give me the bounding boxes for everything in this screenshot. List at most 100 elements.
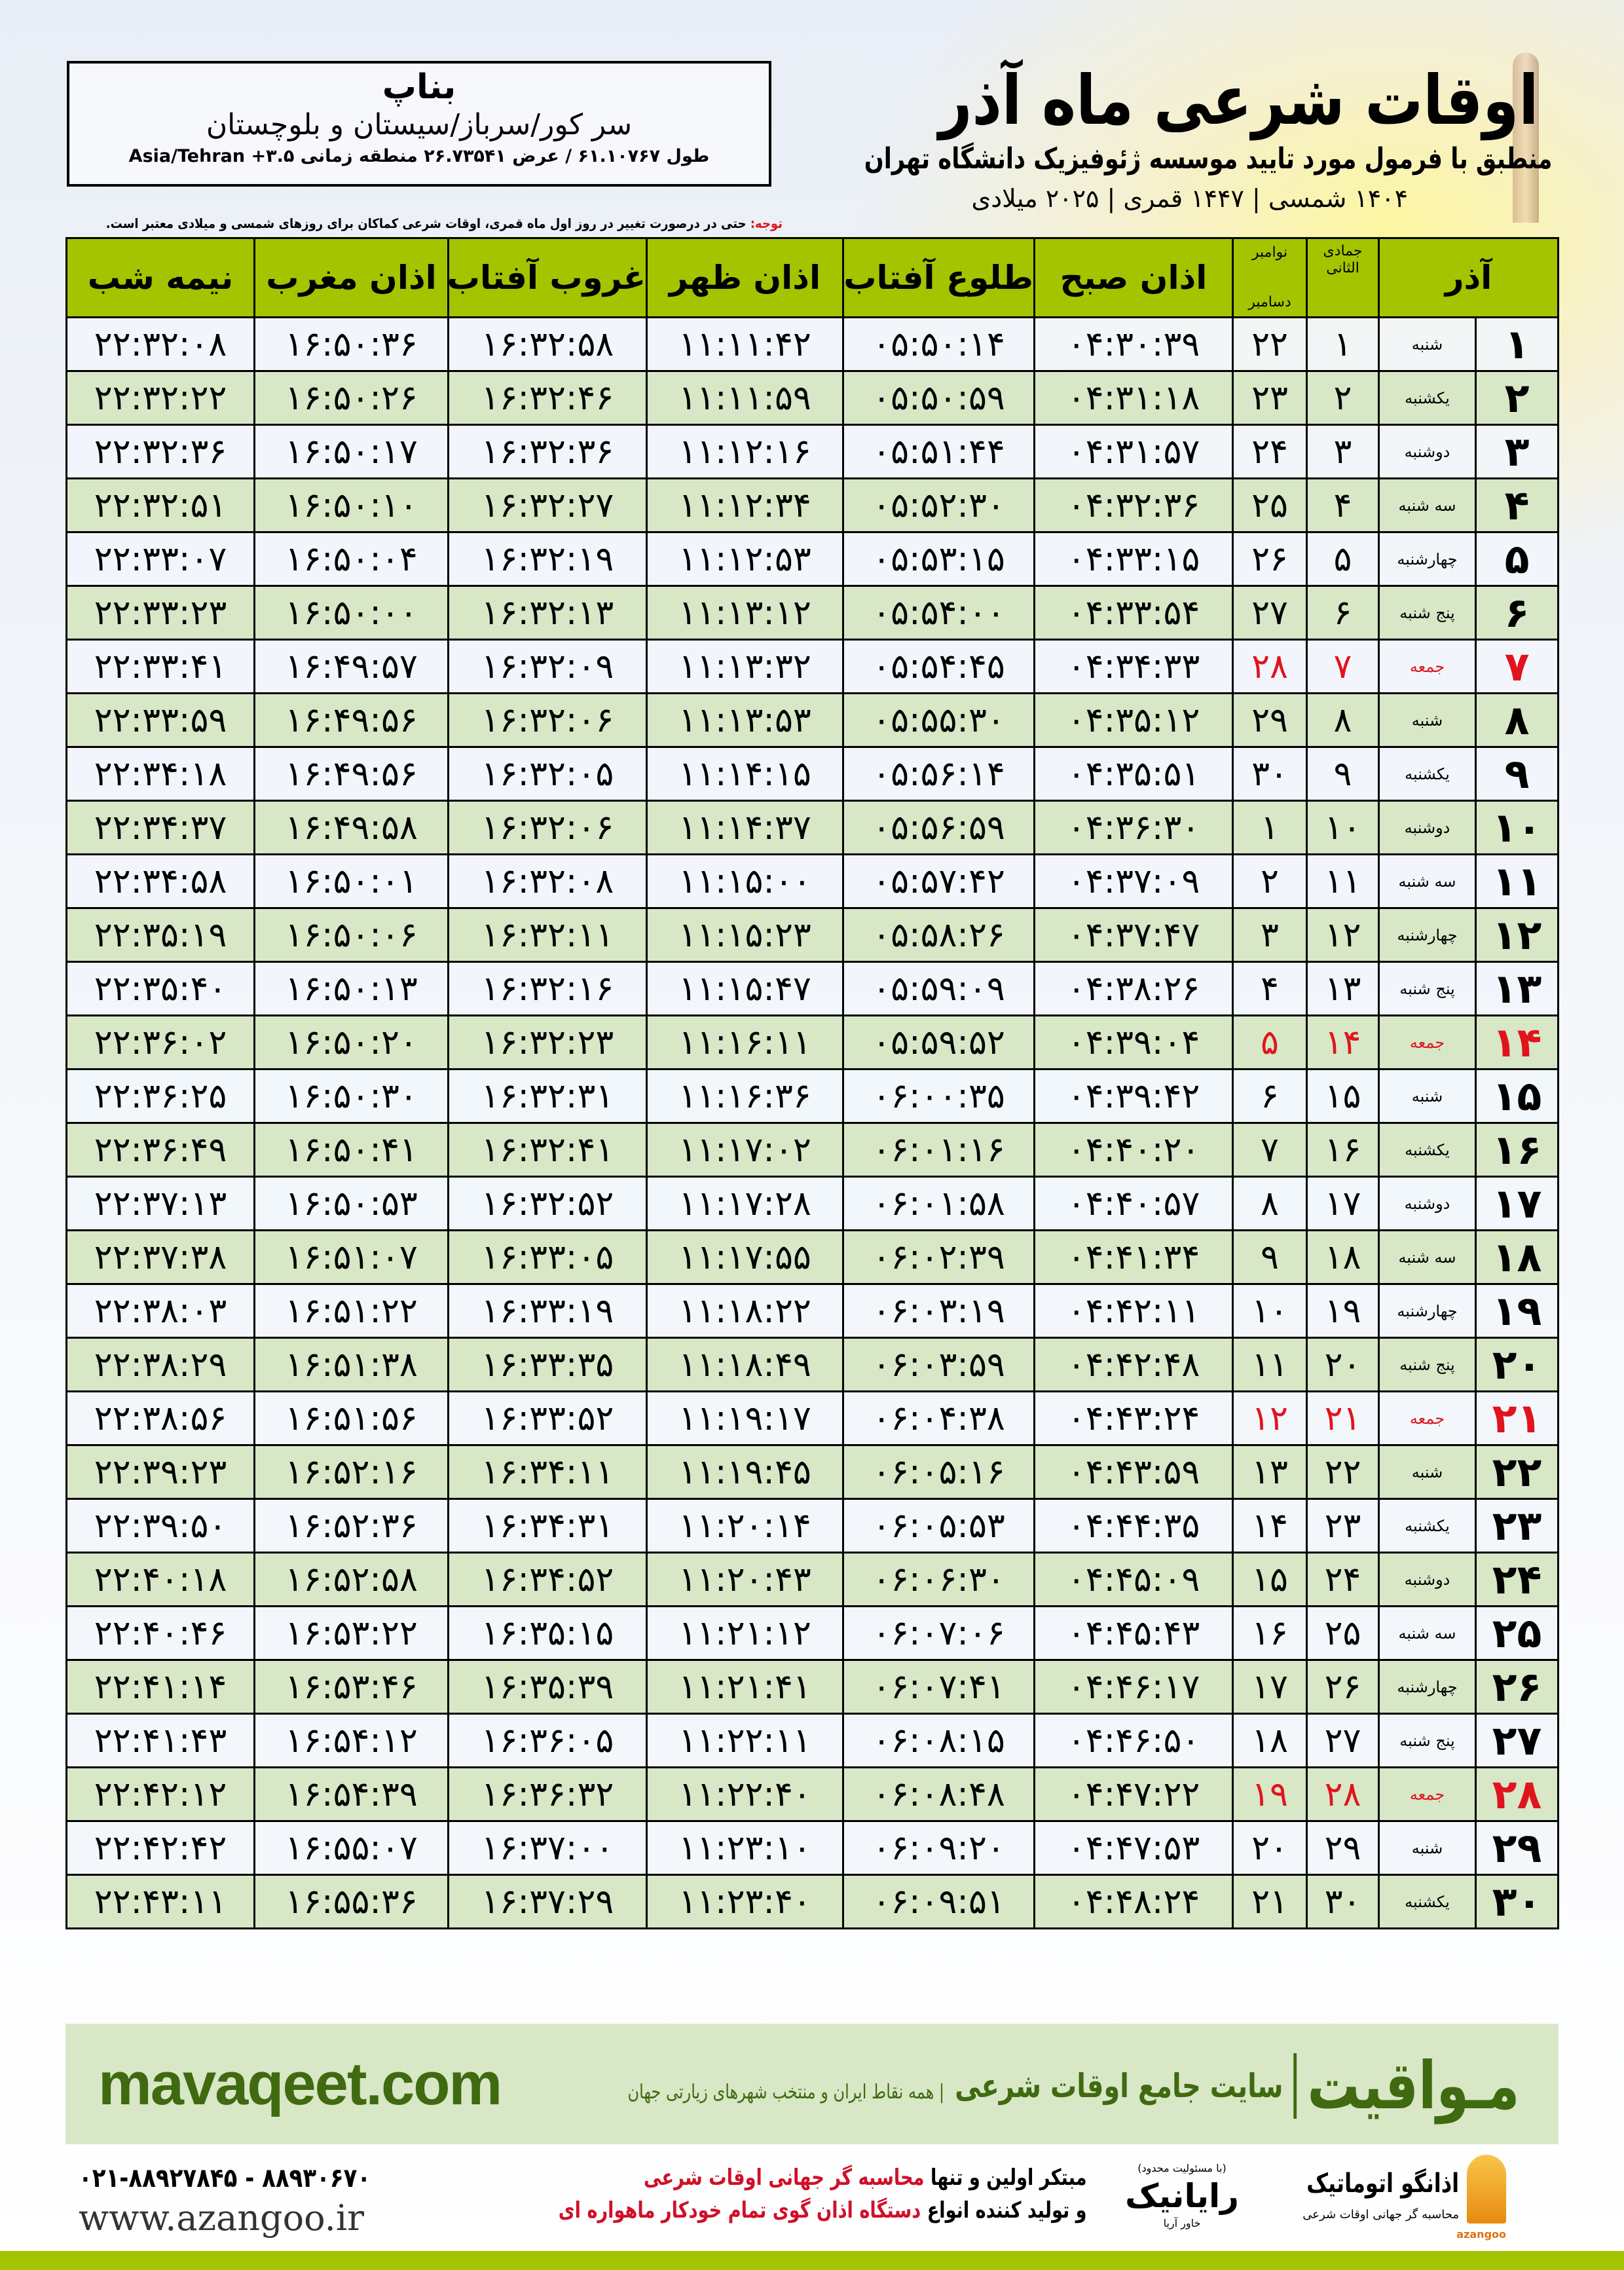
- table-row: ۵ چهارشنبه ۵ ۲۶ ۰۴:۳۳:۱۵ ۰۵:۵۳:۱۵ ۱۱:۱۲:۵۳ ۱۶:۳…: [65, 531, 1559, 587]
- row-sunrise: ۰۶:۰۴:۳۸: [842, 1390, 1035, 1446]
- row-maghrib: ۱۶:۵۰:۰۰: [253, 585, 449, 641]
- row-midnight: ۲۲:۳۸:۲۹: [65, 1337, 255, 1392]
- table-row: ۲۷ پنج شنبه ۲۷ ۱۸ ۰۴:۴۶:۵۰ ۰۶:۰۸:۱۵ ۱۱:۲۲:۱۱ ۱۶…: [65, 1713, 1559, 1768]
- row-maghrib: ۱۶:۵۰:۰۱: [253, 853, 449, 909]
- row-sunrise: ۰۵:۵۶:۱۴: [842, 746, 1035, 802]
- table-row: ۱۳ پنج شنبه ۱۳ ۴ ۰۴:۳۸:۲۶ ۰۵:۵۹:۰۹ ۱۱:۱۵:۴۷ ۱۶:…: [65, 961, 1559, 1016]
- row-midnight: ۲۲:۳۴:۳۷: [65, 800, 255, 855]
- raynik-top: (با مسئولیت محدود): [1137, 2162, 1227, 2174]
- row-sunrise: ۰۶:۰۲:۳۹: [842, 1229, 1035, 1285]
- row-maghrib: ۱۶:۴۹:۵۷: [253, 639, 449, 694]
- table-row: ۲۳ یکشنبه ۲۳ ۱۴ ۰۴:۴۴:۳۵ ۰۶:۰۵:۵۳ ۱۱:۲۰:۱۴ ۱۶:۳…: [65, 1498, 1559, 1554]
- row-weekday: سه شنبه: [1378, 853, 1477, 909]
- row-hijri: ۱۴: [1306, 1014, 1380, 1070]
- row-weekday: پنج شنبه: [1378, 961, 1477, 1016]
- row-hijri: ۲۰: [1306, 1337, 1380, 1392]
- row-dhuhr: ۱۱:۱۹:۴۵: [646, 1444, 844, 1500]
- row-sunrise: ۰۶:۰۹:۵۱: [842, 1874, 1035, 1929]
- azangoo-logo: اذانگو اتوماتیک محاسبه گر جهانی اوقات شر…: [1283, 2155, 1506, 2246]
- table-row: ۷ جمعه ۷ ۲۸ ۰۴:۳۴:۳۳ ۰۵:۵۴:۴۵ ۱۱:۱۳:۳۲ ۱۶:۳۲:۰۹…: [65, 639, 1559, 694]
- row-dhuhr: ۱۱:۱۸:۴۹: [646, 1337, 844, 1392]
- row-sunrise: ۰۶:۰۱:۱۶: [842, 1122, 1035, 1178]
- row-maghrib: ۱۶:۴۹:۵۸: [253, 800, 449, 855]
- row-sunrise: ۰۶:۰۸:۱۵: [842, 1713, 1035, 1768]
- row-gregorian: ۴: [1232, 961, 1308, 1016]
- row-hijri: ۱: [1306, 316, 1380, 372]
- row-gregorian: ۳: [1232, 907, 1308, 963]
- row-midnight: ۲۲:۴۱:۴۳: [65, 1713, 255, 1768]
- row-gregorian: ۲۶: [1232, 531, 1308, 587]
- row-hijri: ۸: [1306, 692, 1380, 748]
- table-row: ۱۸ سه شنبه ۱۸ ۹ ۰۴:۴۱:۳۴ ۰۶:۰۲:۳۹ ۱۱:۱۷:۵۵ ۱۶:۳…: [65, 1229, 1559, 1285]
- row-day: ۱۲: [1475, 907, 1559, 963]
- table-row: ۲۹ شنبه ۲۹ ۲۰ ۰۴:۴۷:۵۳ ۰۶:۰۹:۲۰ ۱۱:۲۳:۱۰ ۱۶:۳۷:…: [65, 1820, 1559, 1876]
- row-sunset: ۱۶:۳۲:۱۳: [447, 585, 648, 641]
- header-greg-bottom: دسامبر: [1248, 294, 1291, 310]
- page-subtitle: منطبق با فرمول مورد تایید موسسه ژئوفیزیک…: [864, 142, 1552, 176]
- row-gregorian: ۲۳: [1232, 370, 1308, 426]
- row-maghrib: ۱۶:۵۱:۰۷: [253, 1229, 449, 1285]
- row-midnight: ۲۲:۳۳:۵۹: [65, 692, 255, 748]
- row-maghrib: ۱۶:۵۰:۳۰: [253, 1068, 449, 1124]
- row-sunset: ۱۶:۳۲:۰۶: [447, 692, 648, 748]
- row-maghrib: ۱۶:۵۲:۱۶: [253, 1444, 449, 1500]
- row-sunrise: ۰۶:۰۸:۴۸: [842, 1766, 1035, 1822]
- row-dhuhr: ۱۱:۱۳:۱۲: [646, 585, 844, 641]
- table-row: ۱۱ سه شنبه ۱۱ ۲ ۰۴:۳۷:۰۹ ۰۵:۵۷:۴۲ ۱۱:۱۵:۰۰ ۱۶:۳…: [65, 853, 1559, 909]
- row-fajr: ۰۴:۳۳:۵۴: [1033, 585, 1234, 641]
- row-maghrib: ۱۶:۵۰:۱۷: [253, 424, 449, 479]
- row-hijri: ۷: [1306, 639, 1380, 694]
- row-hijri: ۱۳: [1306, 961, 1380, 1016]
- row-sunrise: ۰۵:۵۶:۵۹: [842, 800, 1035, 855]
- row-weekday: دوشنبه: [1378, 800, 1477, 855]
- header-hijri-label: جمادی الثانی: [1323, 243, 1363, 276]
- row-sunrise: ۰۶:۰۵:۵۳: [842, 1498, 1035, 1554]
- table-row: ۱۷ دوشنبه ۱۷ ۸ ۰۴:۴۰:۵۷ ۰۶:۰۱:۵۸ ۱۱:۱۷:۲۸ ۱۶:۳۲…: [65, 1176, 1559, 1231]
- row-sunrise: ۰۶:۰۱:۵۸: [842, 1176, 1035, 1231]
- row-maghrib: ۱۶:۵۰:۳۶: [253, 316, 449, 372]
- row-fajr: ۰۴:۳۷:۰۹: [1033, 853, 1234, 909]
- location-region: سر کور/سرباز/سیستان و بلوچستان: [206, 108, 633, 141]
- raynik-sub: خاور آریا: [1163, 2217, 1201, 2229]
- row-gregorian: ۱۲: [1232, 1390, 1308, 1446]
- row-sunset: ۱۶:۳۲:۴۱: [447, 1122, 648, 1178]
- header-midnight: نیمه شب: [65, 237, 255, 318]
- row-dhuhr: ۱۱:۱۵:۰۰: [646, 853, 844, 909]
- row-gregorian: ۱۳: [1232, 1444, 1308, 1500]
- row-sunrise: ۰۵:۵۴:۰۰: [842, 585, 1035, 641]
- table-row: ۲۸ جمعه ۲۸ ۱۹ ۰۴:۴۷:۲۲ ۰۶:۰۸:۴۸ ۱۱:۲۲:۴۰ ۱۶:۳۶:…: [65, 1766, 1559, 1822]
- row-fajr: ۰۴:۳۹:۴۲: [1033, 1068, 1234, 1124]
- row-weekday: دوشنبه: [1378, 1176, 1477, 1231]
- row-fajr: ۰۴:۴۵:۴۳: [1033, 1605, 1234, 1661]
- table-row: ۳۰ یکشنبه ۳۰ ۲۱ ۰۴:۴۸:۲۴ ۰۶:۰۹:۵۱ ۱۱:۲۳:۴۰ ۱۶:۳…: [65, 1874, 1559, 1929]
- row-sunset: ۱۶:۳۲:۲۷: [447, 477, 648, 533]
- row-gregorian: ۲۲: [1232, 316, 1308, 372]
- table-row: ۱ شنبه ۱ ۲۲ ۰۴:۳۰:۳۹ ۰۵:۵۰:۱۴ ۱۱:۱۱:۴۲ ۱۶:۳۲:۵۸…: [65, 316, 1559, 372]
- row-weekday: یکشنبه: [1378, 1874, 1477, 1929]
- table-row: ۸ شنبه ۸ ۲۹ ۰۴:۳۵:۱۲ ۰۵:۵۵:۳۰ ۱۱:۱۳:۵۳ ۱۶:۳۲:۰۶…: [65, 692, 1559, 748]
- row-gregorian: ۵: [1232, 1014, 1308, 1070]
- banner-site-link[interactable]: mavaqeet.com: [98, 2051, 502, 2117]
- row-sunset: ۱۶:۳۳:۵۲: [447, 1390, 648, 1446]
- row-maghrib: ۱۶:۵۰:۲۶: [253, 370, 449, 426]
- row-gregorian: ۱۷: [1232, 1659, 1308, 1715]
- table-row: ۲ یکشنبه ۲ ۲۳ ۰۴:۳۱:۱۸ ۰۵:۵۰:۵۹ ۱۱:۱۱:۵۹ ۱۶:۳۲:…: [65, 370, 1559, 426]
- row-fajr: ۰۴:۳۱:۱۸: [1033, 370, 1234, 426]
- row-weekday: شنبه: [1378, 692, 1477, 748]
- row-weekday: جمعه: [1378, 1014, 1477, 1070]
- row-midnight: ۲۲:۴۳:۱۱: [65, 1874, 255, 1929]
- table-row: ۲۶ چهارشنبه ۲۶ ۱۷ ۰۴:۴۶:۱۷ ۰۶:۰۷:۴۱ ۱۱:۲۱:۴۱ ۱۶…: [65, 1659, 1559, 1715]
- row-hijri: ۱۵: [1306, 1068, 1380, 1124]
- row-gregorian: ۲۴: [1232, 424, 1308, 479]
- row-sunrise: ۰۶:۰۵:۱۶: [842, 1444, 1035, 1500]
- row-sunset: ۱۶:۳۷:۲۹: [447, 1874, 648, 1929]
- row-hijri: ۳۰: [1306, 1874, 1380, 1929]
- row-midnight: ۲۲:۳۸:۰۳: [65, 1283, 255, 1339]
- website-link[interactable]: www.azangoo.ir: [79, 2197, 364, 2239]
- row-fajr: ۰۴:۳۴:۳۳: [1033, 639, 1234, 694]
- row-gregorian: ۲۷: [1232, 585, 1308, 641]
- row-midnight: ۲۲:۴۰:۱۸: [65, 1552, 255, 1607]
- row-maghrib: ۱۶:۵۳:۴۶: [253, 1659, 449, 1715]
- row-day: ۲۱: [1475, 1390, 1559, 1446]
- row-day: ۲۳: [1475, 1498, 1559, 1554]
